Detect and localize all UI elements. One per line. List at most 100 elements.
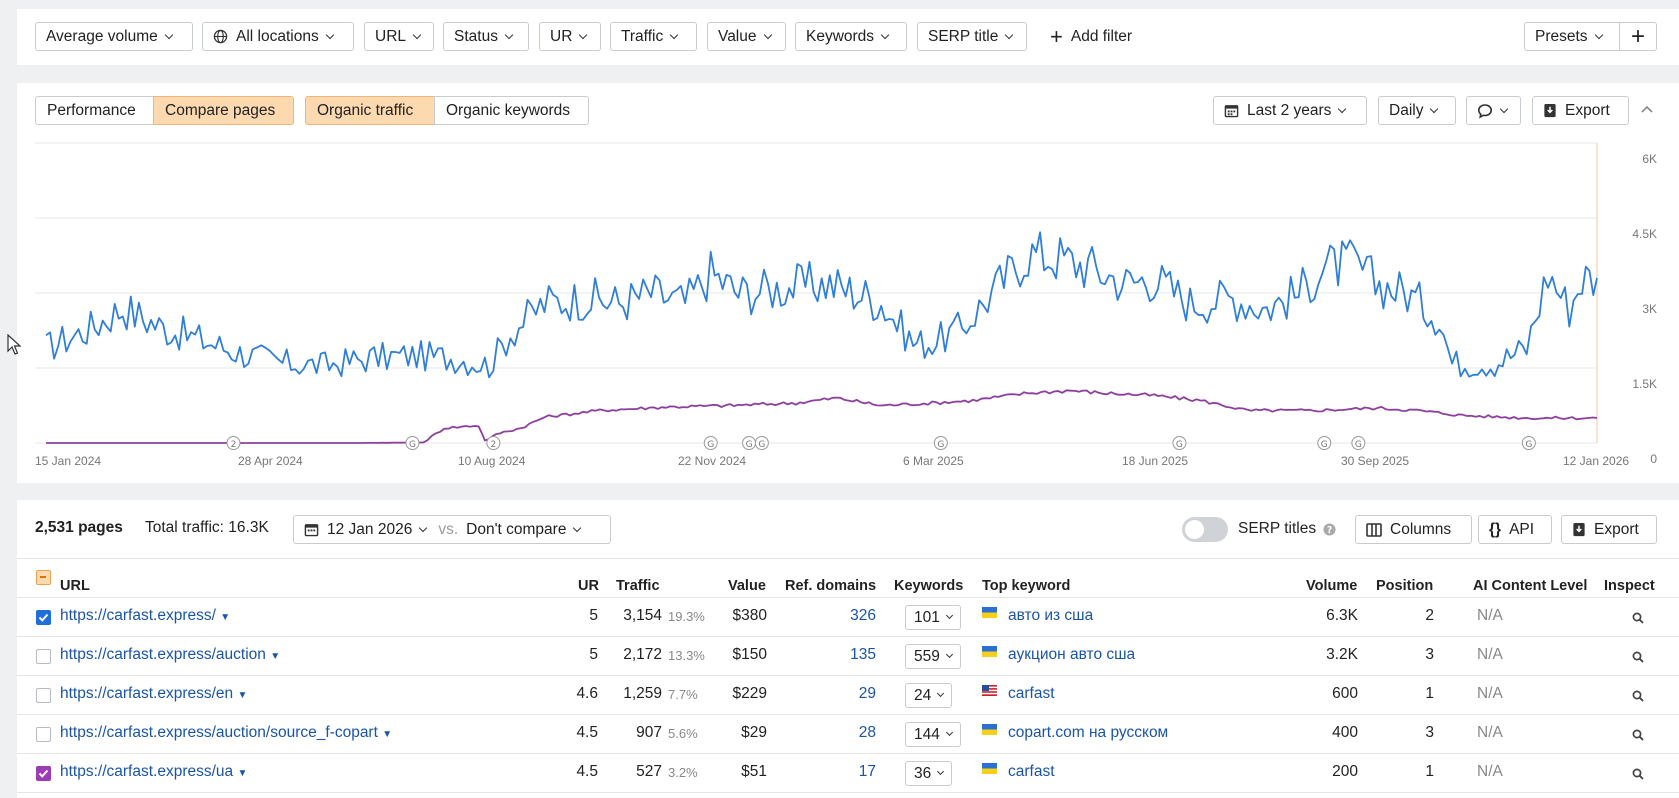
presets-button[interactable]: Presets [1524,22,1620,51]
columns-button[interactable]: Columns [1355,515,1472,544]
page-url-link[interactable]: https://carfast.express/auction ▼ [60,646,280,664]
filter-locations[interactable]: All locations [202,22,354,51]
x-tick-label: 18 Jun 2025 [1122,454,1188,468]
event-marker [486,436,501,450]
filter-value[interactable]: Value [707,22,786,51]
page-url-link[interactable]: https://carfast.express/ ▼ [60,607,230,625]
header-top-keyword[interactable]: Top keyword [982,578,1071,594]
ref-domains-link[interactable]: 28 [858,724,876,741]
header-inspect[interactable]: Inspect [1604,578,1655,594]
keywords-dropdown[interactable]: 24 [905,683,953,708]
keywords-dropdown[interactable]: 144 [905,722,961,747]
event-marker [1172,436,1187,450]
header-position[interactable]: Position [1376,578,1434,594]
table-export-button[interactable]: Export [1561,515,1657,544]
filter-keywords[interactable]: Keywords [795,22,907,51]
tab-compare-pages[interactable]: Compare pages [153,96,294,125]
presets-label: Presets [1535,27,1588,45]
add-filter-button[interactable]: + Add filter [1040,22,1143,51]
page-url-link[interactable]: https://carfast.express/ua ▼ [60,763,247,781]
header-ur[interactable]: UR [578,578,599,594]
ref-domains-link[interactable]: 326 [850,607,876,624]
y-tick-label: 3K [1642,302,1657,316]
x-tick-label: 28 Apr 2024 [238,454,303,468]
collapse-chevron-icon[interactable] [1640,104,1654,114]
inspect-icon[interactable] [1632,690,1644,702]
inspect-icon[interactable] [1632,768,1644,780]
top-keyword-link[interactable]: copart.com на русском [1008,724,1169,741]
row-checkbox[interactable] [36,727,51,742]
event-marker-label: 2 [491,440,497,450]
ref-domains-link[interactable]: 29 [858,685,876,702]
comment-icon [1477,103,1493,119]
row-checkbox[interactable] [36,649,51,664]
event-marker-label: G [1176,440,1183,450]
date-compare-select[interactable]: 12 Jan 2026 vs. Don't compare [293,515,611,544]
row-checkbox[interactable] [36,610,51,625]
top-keyword-link[interactable]: авто из сша [1008,607,1094,624]
header-value[interactable]: Value [728,578,766,594]
header-ai-content-level[interactable]: AI Content Level [1473,578,1588,594]
serp-titles-label: SERP titles [1238,520,1317,537]
filter-average-volume[interactable]: Average volume [35,22,193,51]
position-value: 2 [1425,607,1434,624]
calendar-icon [1224,105,1239,118]
add-preset-button[interactable]: + [1619,22,1657,51]
tab-performance[interactable]: Performance [35,96,154,125]
y-tick-label: 0 [1650,452,1657,466]
granularity-select[interactable]: Daily [1378,96,1456,125]
position-value: 3 [1425,724,1434,741]
filter-ur[interactable]: UR [539,22,601,51]
keywords-dropdown[interactable]: 101 [905,605,961,630]
ref-domains-link[interactable]: 135 [850,646,876,663]
top-keyword-link[interactable]: carfast [1008,685,1055,702]
volume-value: 6.3K [1326,607,1358,624]
header-url[interactable]: URL [60,578,90,594]
ref-domains-link[interactable]: 17 [858,763,876,780]
filter-traffic[interactable]: Traffic [610,22,697,51]
header-ref-domains[interactable]: Ref. domains [785,578,877,594]
inspect-icon[interactable] [1632,612,1644,624]
filter-serp-title[interactable]: SERP title [917,22,1027,51]
event-marker-label: G [1355,440,1362,450]
caret-down-icon: ▼ [270,651,281,662]
select-all-checkbox[interactable] [36,570,51,585]
row-checkbox[interactable] [36,766,51,781]
volume-value: 400 [1332,724,1358,741]
globe-icon [213,29,228,44]
top-keyword-link[interactable]: аукцион авто сша [1008,646,1136,663]
ur-value: 4.5 [576,724,598,741]
filter-url[interactable]: URL [364,22,434,51]
keywords-dropdown[interactable]: 36 [905,761,953,786]
header-keywords[interactable]: Keywords [894,578,964,594]
tab-organic-traffic[interactable]: Organic traffic [305,96,435,125]
ukraine-flag-icon [982,607,997,618]
serp-titles-toggle[interactable] [1182,517,1228,542]
keywords-count: 101 [914,608,940,626]
columns-label: Columns [1390,520,1452,538]
row-checkbox[interactable] [36,688,51,703]
help-icon[interactable]: ? [1323,523,1336,536]
api-button[interactable]: {} API [1478,515,1552,544]
ur-value: 4.5 [576,763,598,780]
value-amount: $51 [741,763,767,780]
page-url-link[interactable]: https://carfast.express/en ▼ [60,685,247,703]
header-volume[interactable]: Volume [1306,578,1358,594]
page-url-link[interactable]: https://carfast.express/auction/source_f… [60,724,392,742]
filter-status[interactable]: Status [443,22,529,51]
position-value: 3 [1425,646,1434,663]
chart-export-button[interactable]: Export [1532,96,1629,125]
y-tick-label: 4.5K [1632,227,1657,241]
keywords-count: 144 [914,725,940,743]
keywords-dropdown[interactable]: 559 [905,644,961,669]
tab-organic-keywords[interactable]: Organic keywords [434,96,589,125]
inspect-icon[interactable] [1632,729,1644,741]
header-traffic[interactable]: Traffic [616,578,660,594]
date-range-select[interactable]: Last 2 years [1213,96,1367,125]
top-keyword-link[interactable]: carfast [1008,763,1055,780]
inspect-icon[interactable] [1632,651,1644,663]
filter-label: Average volume [46,27,158,45]
volume-value: 600 [1332,685,1358,702]
annotations-button[interactable] [1466,96,1521,125]
export-label: Export [1565,101,1610,119]
